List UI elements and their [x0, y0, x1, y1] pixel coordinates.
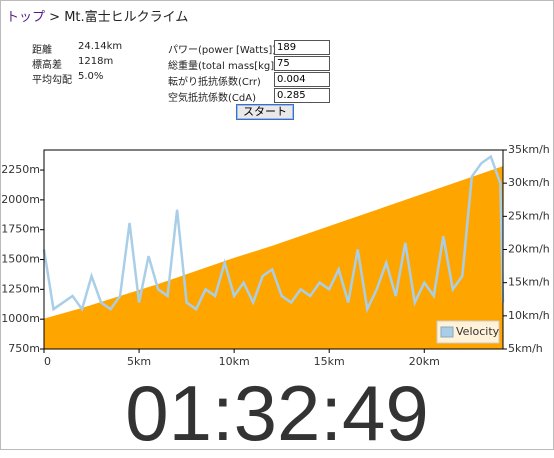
y-tick-label: 1250m — [1, 282, 40, 295]
timer: 01:32:49 — [125, 369, 429, 457]
stat-label: 距離 — [32, 45, 52, 56]
x-tick-label: 0 — [44, 355, 51, 368]
home-link[interactable]: トップ — [6, 10, 46, 25]
stat-value: 1218m — [78, 56, 114, 67]
y-tick-label: 1500m — [1, 253, 40, 266]
param-input[interactable]: 189 — [274, 40, 330, 55]
legend-swatch — [440, 326, 454, 338]
y2-tick-label: 35km/h — [508, 143, 550, 156]
y2-tick-label: 30km/h — [508, 176, 550, 189]
y2-tick-label: 10km/h — [508, 309, 550, 322]
elevation-area — [43, 165, 504, 350]
page-title: Mt.富士ヒルクライム — [64, 10, 189, 25]
param-label: パワー(power [Watts]) — [168, 45, 277, 56]
param-input[interactable]: 75 — [274, 56, 330, 71]
y-tick-label: 2000m — [1, 193, 40, 206]
velocity-line — [42, 154, 505, 314]
y2-tick-label: 25km/h — [508, 209, 550, 222]
param-label: 総重量(total mass[kg]) — [168, 61, 279, 72]
y2-tick-label: 5km/h — [508, 342, 543, 355]
chart: 750m 1000m 1250m 1500m 1750m 2000m 2250m 5km/h 1… — [1, 143, 550, 368]
y-tick-label: 750m — [8, 342, 40, 355]
param-label: 転がり抵抗係数(Crr) — [168, 77, 261, 88]
param-input[interactable]: 0.004 — [274, 72, 330, 87]
stat-label: 平均勾配 — [32, 75, 72, 86]
param-input[interactable]: 0.285 — [274, 88, 330, 103]
y2-tick-label: 15km/h — [508, 276, 550, 289]
stat-value: 24.14km — [78, 41, 123, 52]
y-tick-label: 1750m — [1, 223, 40, 236]
start-button[interactable]: スタート — [236, 104, 294, 120]
x-tick-label: 5km — [127, 355, 151, 368]
stat-value: 5.0% — [78, 71, 104, 82]
x-tick-label: 20km — [409, 355, 440, 368]
y2-tick-label: 20km/h — [508, 243, 550, 256]
param-label: 空気抵抗係数(CdA) — [168, 93, 256, 104]
stat-label: 標高差 — [32, 60, 62, 71]
breadcrumb: トップ > Mt.富士ヒルクライム — [6, 6, 188, 25]
x-tick-label: 10km — [219, 355, 250, 368]
x-tick-label: 15km — [314, 355, 345, 368]
legend-label: Velocity — [456, 325, 500, 338]
separator: > — [49, 10, 61, 25]
y-tick-label: 1000m — [1, 312, 40, 325]
y-tick-label: 2250m — [1, 163, 40, 176]
